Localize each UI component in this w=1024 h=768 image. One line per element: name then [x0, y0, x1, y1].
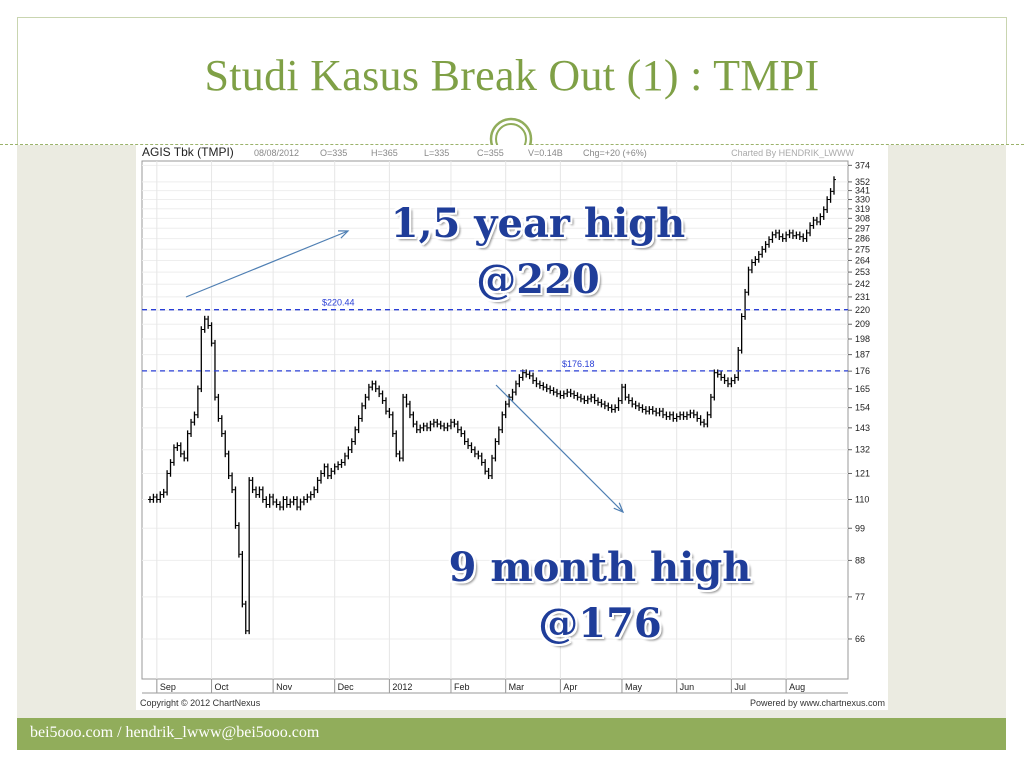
- y-tick-label: 231: [855, 292, 870, 302]
- x-tick-label: Oct: [215, 682, 230, 692]
- annotation-month-high-line2: @176: [538, 600, 662, 647]
- y-tick-label: 88: [855, 555, 865, 565]
- y-tick-label: 341: [855, 186, 870, 196]
- y-tick-label: 330: [855, 195, 870, 205]
- x-tick-label: Jul: [734, 682, 746, 692]
- chart-header-volume: V=0.14B: [528, 148, 563, 158]
- y-tick-label: 297: [855, 223, 870, 233]
- x-tick-label: Sep: [160, 682, 176, 692]
- chart-header-low: L=335: [424, 148, 449, 158]
- y-tick-label: 66: [855, 634, 865, 644]
- y-tick-label: 77: [855, 592, 865, 602]
- y-tick-label: 242: [855, 279, 870, 289]
- plot-frame: [141, 160, 849, 680]
- y-tick-label: 275: [855, 244, 870, 254]
- y-tick-label: 99: [855, 523, 865, 533]
- chart-header-open: O=335: [320, 148, 347, 158]
- y-tick-label: 253: [855, 267, 870, 277]
- reference-line-label: $176.18: [562, 359, 595, 369]
- y-tick-label: 110: [855, 494, 869, 504]
- y-tick-label: 143: [855, 423, 870, 433]
- footer-bar: [17, 718, 1006, 750]
- chart-copyright: Copyright © 2012 ChartNexus: [140, 698, 261, 708]
- y-tick-label: 286: [855, 234, 870, 244]
- chart-header-charted-by: Charted By HENDRIK_LWWW: [731, 148, 854, 158]
- annotation-year-high-line2: @220: [476, 256, 600, 303]
- annotation-month-high-line1: 9 month high: [448, 544, 752, 591]
- chart-header-change: Chg=+20 (+6%): [583, 148, 647, 158]
- x-tick-label: Jun: [680, 682, 695, 692]
- y-tick-label: 374: [855, 160, 870, 170]
- x-tick-label: Dec: [338, 682, 355, 692]
- annotation-year-high-line1: 1,5 year high: [390, 200, 686, 247]
- chart-header-name: AGIS Tbk (TMPI): [142, 145, 234, 159]
- chart-svg: AGIS Tbk (TMPI) 08/08/2012 O=335 H=365 L…: [136, 145, 888, 710]
- footer-text: bei5ooo.com / hendrik_lwww@bei5ooo.com: [30, 724, 320, 741]
- arrow-year-high-head: [337, 230, 350, 239]
- y-tick-label: 132: [855, 445, 870, 455]
- y-tick-label: 121: [855, 468, 870, 478]
- x-tick-label: 2012: [392, 682, 412, 692]
- y-tick-label: 352: [855, 177, 870, 187]
- stock-chart: AGIS Tbk (TMPI) 08/08/2012 O=335 H=365 L…: [136, 145, 888, 710]
- y-tick-label: 176: [855, 366, 870, 376]
- reference-line-label: $220.44: [322, 298, 355, 308]
- arrow-month-high-head: [613, 502, 625, 514]
- arrow-month-high: [495, 384, 624, 513]
- x-tick-label: Aug: [789, 682, 805, 692]
- chart-powered-by: Powered by www.chartnexus.com: [750, 698, 885, 708]
- y-tick-label: 209: [855, 319, 870, 329]
- x-tick-label: Mar: [509, 682, 525, 692]
- y-tick-label: 319: [855, 204, 870, 214]
- arrow-year-high: [185, 230, 349, 298]
- y-tick-label: 264: [855, 255, 870, 265]
- y-tick-label: 154: [855, 403, 870, 413]
- annotation-month-high: 9 month high @176: [410, 540, 790, 652]
- y-tick-label: 165: [855, 384, 870, 394]
- chart-header-date: 08/08/2012: [254, 148, 299, 158]
- y-tick-label: 308: [855, 213, 870, 223]
- chart-header-close: C=355: [477, 148, 504, 158]
- x-tick-label: Apr: [563, 682, 577, 692]
- x-tick-label: Nov: [276, 682, 293, 692]
- annotation-year-high: 1,5 year high @220: [358, 196, 718, 308]
- slide-title: Studi Kasus Break Out (1) : TMPI: [204, 51, 820, 100]
- chart-header-high: H=365: [371, 148, 398, 158]
- y-tick-label: 187: [855, 350, 870, 360]
- y-tick-label: 220: [855, 305, 870, 315]
- y-tick-label: 198: [855, 334, 870, 344]
- x-tick-label: Feb: [454, 682, 470, 692]
- x-tick-label: May: [625, 682, 643, 692]
